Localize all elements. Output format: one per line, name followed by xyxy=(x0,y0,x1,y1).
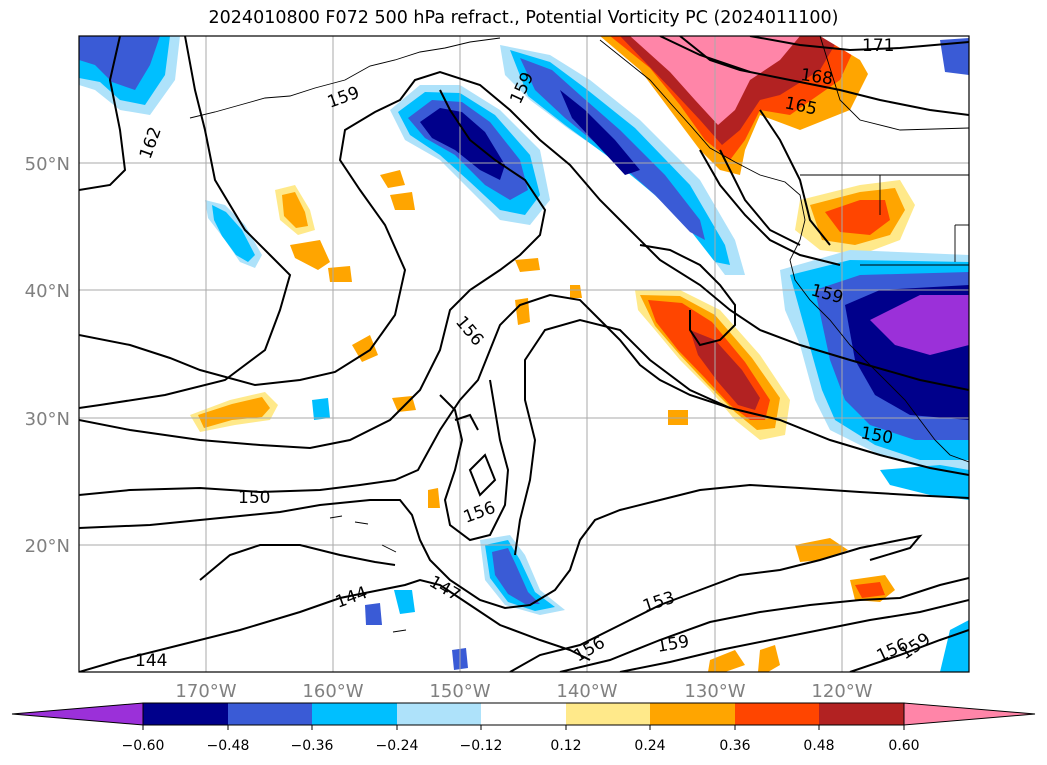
height-contours xyxy=(79,36,969,672)
lon-label-120w: 120°W xyxy=(811,681,872,702)
lat-label-30n: 30°N xyxy=(25,409,70,430)
contour-label: 171 xyxy=(862,36,894,56)
map-canvas xyxy=(79,36,969,672)
contour-label: 168 xyxy=(799,65,834,89)
colorbar-tick: −0.48 xyxy=(207,738,250,754)
lat-axis-labels: 50°N 40°N 30°N 20°N xyxy=(25,154,70,557)
colorbar-tick: 0.60 xyxy=(888,738,919,754)
lon-axis-labels: 170°W 160°W 150°W 140°W 130°W 120°W xyxy=(175,681,872,702)
lat-lon-grid xyxy=(79,36,969,672)
coastlines xyxy=(189,36,969,633)
contour-label: 144 xyxy=(135,651,167,671)
lat-label-40n: 40°N xyxy=(25,281,70,302)
lat-label-50n: 50°N xyxy=(25,154,70,175)
lon-label-160w: 160°W xyxy=(302,681,363,702)
map-frame xyxy=(78,35,970,673)
colorbar-tick: 0.48 xyxy=(803,738,834,754)
map-title: 2024010800 F072 500 hPa refract., Potent… xyxy=(208,8,839,28)
colorbar: −0.60 −0.48 −0.36 −0.24 −0.12 0.12 0.24 … xyxy=(11,702,1036,754)
colorbar-tick: −0.24 xyxy=(376,738,419,754)
lon-label-140w: 140°W xyxy=(556,681,617,702)
lon-label-150w: 150°W xyxy=(429,681,490,702)
pv-shading xyxy=(79,36,969,672)
colorbar-tick: −0.36 xyxy=(291,738,334,754)
lon-label-170w: 170°W xyxy=(175,681,236,702)
lon-label-130w: 130°W xyxy=(684,681,745,702)
colorbar-tick: 0.36 xyxy=(719,738,750,754)
colorbar-tick: −0.12 xyxy=(460,738,503,754)
contour-label: 150 xyxy=(238,488,270,508)
colorbar-tick: 0.12 xyxy=(550,738,581,754)
colorbar-tick: 0.24 xyxy=(634,738,665,754)
colorbar-tick: −0.60 xyxy=(122,738,165,754)
lat-label-20n: 20°N xyxy=(25,536,70,557)
